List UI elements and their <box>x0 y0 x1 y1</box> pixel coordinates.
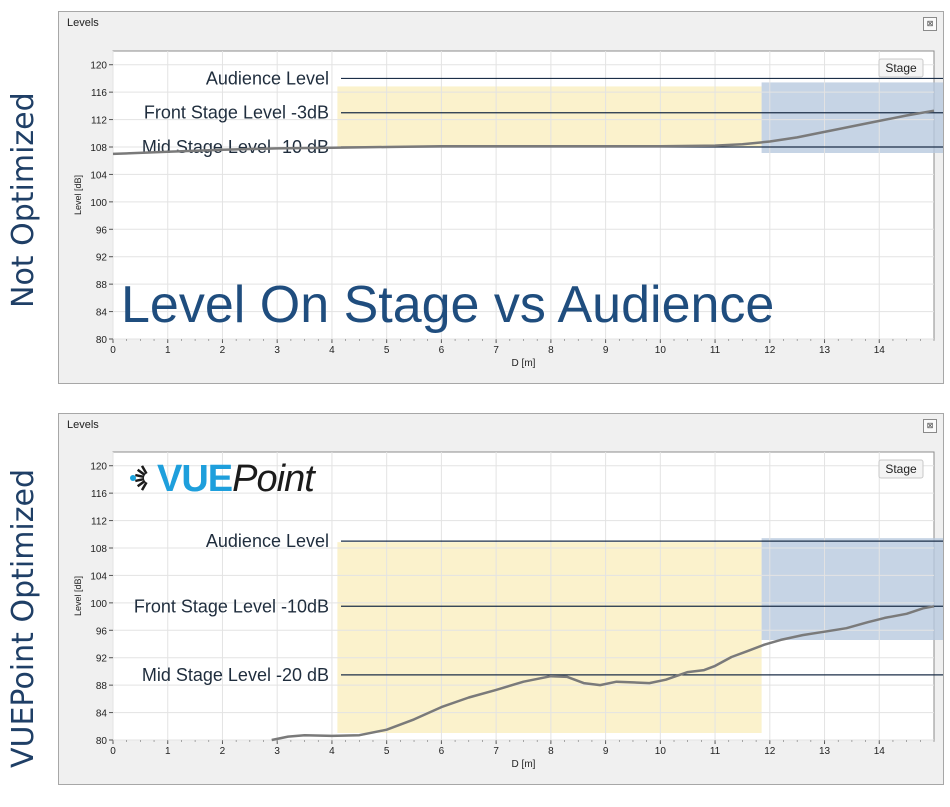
y-tick-label: 84 <box>96 709 108 720</box>
stage-button <box>878 58 924 78</box>
y-tick-label: 80 <box>96 736 108 747</box>
panel-title: Levels <box>67 419 99 431</box>
x-tick-label: 2 <box>220 345 226 356</box>
stage-button-label: Stage <box>885 61 917 75</box>
side-label-not-optimized: Not Optimized <box>6 92 41 308</box>
x-tick-label: 11 <box>710 345 721 356</box>
y-tick-label: 88 <box>96 681 108 692</box>
y-tick-label: 108 <box>90 143 107 154</box>
x-axis-label: D [m] <box>512 358 536 369</box>
logo-ray-icon <box>140 465 148 475</box>
y-tick-label: 96 <box>96 225 108 236</box>
reference-line-label: Audience Level <box>206 68 329 88</box>
y-tick-label: 120 <box>90 462 107 473</box>
x-tick-label: 1 <box>165 345 171 356</box>
x-tick-label: 5 <box>384 345 390 356</box>
reference-line-label: Mid Stage Level -20 dB <box>142 665 329 685</box>
stage-button-label: Stage <box>885 462 917 476</box>
levels-panel-bottom: 0 1 2 3 4 5 6 7 8 9 10 11 12 13 14 80 84 88 92 96 100 104 108 1… <box>58 413 944 785</box>
reference-line-label: Audience Level <box>206 531 329 551</box>
x-tick-label: 3 <box>274 345 280 356</box>
reference-line-label: Front Stage Level -3dB <box>144 103 329 123</box>
panel-title: Levels <box>67 17 99 29</box>
stage-zone <box>761 82 943 153</box>
logo-ray-icon <box>135 477 145 483</box>
x-tick-label: 9 <box>603 345 609 356</box>
x-tick-label: 12 <box>764 345 776 356</box>
level-chart-bottom: 0 1 2 3 4 5 6 7 8 9 10 11 12 13 1480848892961001041081… <box>73 451 943 770</box>
x-tick-label: 7 <box>493 345 499 356</box>
logo-ray-icon <box>135 473 145 479</box>
x-tick-label: 6 <box>439 746 445 757</box>
y-tick-label: 112 <box>91 116 107 127</box>
y-tick-label: 104 <box>90 571 107 582</box>
level-chart-top: 0 1 2 3 4 5 6 7 8 9 10 11 12 13 1480848892961001041081… <box>73 50 943 369</box>
y-tick-label: 120 <box>90 61 107 72</box>
stage-zone <box>761 538 943 640</box>
x-tick-label: 4 <box>329 746 335 757</box>
y-tick-label: 92 <box>96 654 108 665</box>
y-tick-label: 116 <box>91 88 107 99</box>
levels-panel-top: 0 1 2 3 4 5 6 7 8 9 10 11 12 13 14 80 84 88 92 96 100 104 108 1… <box>58 11 944 384</box>
logo-ray-icon <box>136 479 146 488</box>
x-axis-label: D [m] <box>512 759 536 770</box>
x-tick-label: 14 <box>874 746 886 757</box>
vuepoint-logo: VUEPoint <box>130 458 317 500</box>
level-series-line <box>271 605 935 742</box>
side-label-vuepoint-optimized: VUEPoint Optimized <box>6 468 41 768</box>
logo-dot-icon <box>130 475 136 481</box>
x-tick-label: 7 <box>493 746 499 757</box>
y-tick-label: 84 <box>96 308 108 319</box>
overlay-title: Level On Stage vs Audience <box>121 276 774 334</box>
x-tick-label: 12 <box>764 746 776 757</box>
y-tick-label: 92 <box>96 253 108 264</box>
y-tick-label: 88 <box>96 280 108 291</box>
logo-ray-icon <box>140 481 148 491</box>
audience-zone <box>337 542 762 733</box>
close-icon[interactable]: ⊠ <box>923 17 937 31</box>
x-tick-label: 5 <box>384 746 390 757</box>
x-tick-label: 4 <box>329 345 335 356</box>
x-tick-label: 14 <box>874 345 886 356</box>
y-tick-label: 96 <box>96 626 108 637</box>
x-tick-label: 10 <box>655 746 667 757</box>
x-tick-label: 8 <box>548 746 554 757</box>
y-tick-label: 104 <box>90 170 107 181</box>
x-tick-label: 9 <box>603 746 609 757</box>
x-tick-label: 2 <box>220 746 226 757</box>
stage-button <box>878 459 924 479</box>
y-axis-label: Level [dB] <box>73 175 83 215</box>
x-tick-label: 11 <box>710 746 721 757</box>
x-tick-label: 6 <box>439 345 445 356</box>
logo-ray-icon <box>136 468 146 477</box>
logo-text: VUEPoint <box>157 458 316 500</box>
close-icon[interactable]: ⊠ <box>923 419 937 433</box>
y-tick-label: 80 <box>96 335 108 346</box>
y-tick-label: 116 <box>91 489 107 500</box>
y-tick-label: 100 <box>90 599 107 610</box>
x-tick-label: 10 <box>655 345 667 356</box>
audience-zone <box>337 86 762 147</box>
y-tick-label: 108 <box>90 544 107 555</box>
x-tick-label: 8 <box>548 345 554 356</box>
level-series-line <box>112 109 935 156</box>
x-tick-label: 0 <box>110 746 116 757</box>
y-tick-label: 100 <box>90 198 107 209</box>
x-tick-label: 13 <box>819 746 831 757</box>
x-tick-label: 3 <box>274 746 280 757</box>
y-tick-label: 112 <box>91 517 107 528</box>
x-tick-label: 0 <box>110 345 116 356</box>
reference-line-label: Front Stage Level -10dB <box>134 596 329 616</box>
x-tick-label: 13 <box>819 345 831 356</box>
x-tick-label: 1 <box>165 746 171 757</box>
y-axis-label: Level [dB] <box>73 576 83 616</box>
